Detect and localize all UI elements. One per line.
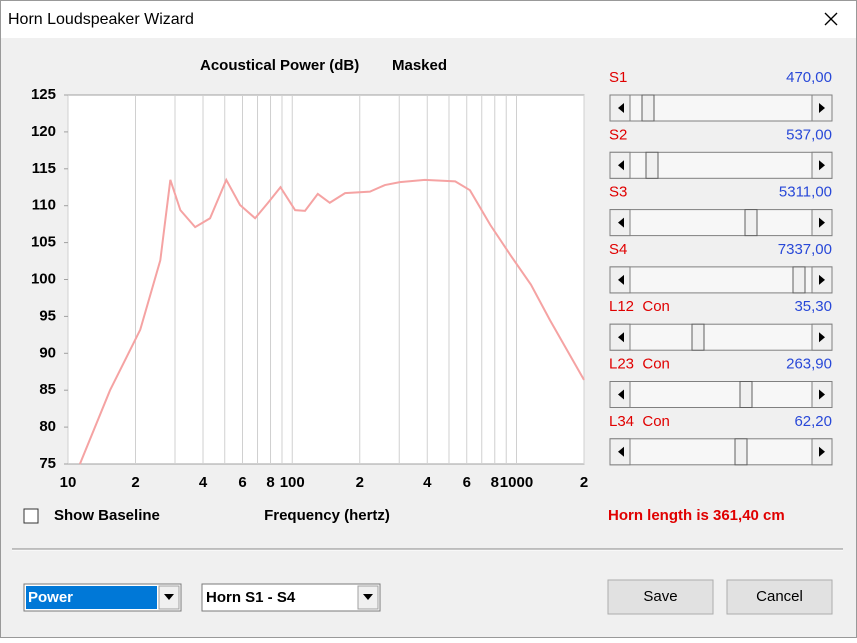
arrow-icon: [363, 594, 373, 600]
button-label[interactable]: Cancel: [756, 588, 803, 605]
slider-thumb[interactable]: [744, 209, 758, 237]
y-tick-label: 80: [39, 418, 56, 435]
slider-value: 62,20: [794, 413, 832, 430]
close-button[interactable]: [824, 12, 838, 26]
x-tick-label: 2: [580, 474, 588, 491]
arrow-icon: [618, 446, 624, 457]
y-tick-label: 115: [32, 160, 56, 177]
slider-label: L34 Con: [609, 413, 670, 430]
slider-thumb[interactable]: [734, 438, 748, 466]
checkbox-label[interactable]: Show Baseline: [54, 507, 160, 524]
button[interactable]: [607, 579, 714, 615]
dropdown-text[interactable]: Power: [28, 589, 73, 606]
slider-thumb[interactable]: [792, 266, 806, 294]
slider-label: S1: [609, 69, 627, 86]
slider-value: 5311,00: [779, 184, 832, 201]
x-tick-label: 6: [463, 474, 471, 491]
arrow-icon: [819, 332, 825, 343]
slider-thumb[interactable]: [645, 151, 659, 179]
slider-label: L23 Con: [609, 355, 670, 372]
title-bar: [0, 0, 857, 38]
slider-label: S2: [609, 126, 627, 143]
slider-thumb[interactable]: [691, 323, 705, 351]
x-tick-label: 8: [266, 474, 274, 491]
arrow-icon: [819, 389, 825, 400]
arrow-icon: [819, 103, 825, 113]
window-title: Horn Loudspeaker Wizard: [8, 11, 194, 28]
slider-label: S4: [609, 241, 627, 258]
y-tick-label: 75: [39, 455, 56, 472]
dropdown[interactable]: [201, 583, 381, 612]
slider-value: 470,00: [786, 69, 832, 86]
x-tick-label: 6: [238, 474, 246, 491]
arrow-icon: [819, 160, 825, 171]
button-label[interactable]: Save: [643, 588, 677, 605]
y-tick-label: 120: [31, 123, 56, 140]
y-tick-label: 105: [31, 234, 56, 251]
slider-track[interactable]: [609, 151, 833, 179]
data-line: [78, 177, 585, 465]
slider-thumb[interactable]: [739, 381, 753, 408]
slider-label: L12 Con: [609, 298, 670, 315]
y-tick-label: 100: [31, 270, 56, 287]
x-tick-label: 100: [280, 474, 305, 491]
arrow-icon: [819, 446, 825, 457]
y-tick-label: 85: [39, 381, 56, 398]
slider-value: 7337,00: [778, 241, 832, 258]
dropdown-selection: [26, 586, 157, 609]
arrow-icon: [618, 160, 624, 171]
arrow-icon: [164, 594, 174, 600]
button[interactable]: [726, 579, 833, 615]
arrow-icon: [618, 274, 624, 285]
slider-thumb[interactable]: [641, 94, 655, 122]
slider-track[interactable]: [609, 438, 833, 466]
arrow-icon: [618, 332, 624, 343]
slider-value: 537,00: [786, 126, 832, 143]
x-tick-label: 4: [423, 474, 432, 491]
arrow-icon: [618, 217, 624, 228]
slider-value: 35,30: [794, 298, 832, 315]
chart-title: Acoustical Power (dB): [200, 57, 359, 74]
horn-length: Horn length is 361,40 cm: [608, 507, 785, 524]
x-tick-label: 10: [60, 474, 77, 491]
x-tick-label: 2: [356, 474, 364, 491]
arrow-icon: [819, 274, 825, 285]
x-tick-label: 4: [199, 474, 208, 491]
dropdown-text[interactable]: Horn S1 - S4: [206, 589, 296, 606]
chart-subtitle: Masked: [392, 57, 447, 74]
x-tick-label: 8: [491, 474, 499, 491]
x-tick-label: 1000: [500, 474, 533, 491]
slider-track[interactable]: [609, 209, 833, 237]
checkbox[interactable]: [23, 508, 39, 524]
slider-track[interactable]: [609, 381, 833, 408]
x-tick-label: 2: [131, 474, 139, 491]
arrow-icon: [618, 103, 624, 113]
slider-value: 263,90: [786, 355, 832, 372]
slider-track[interactable]: [609, 323, 833, 351]
x-axis-label: Frequency (hertz): [264, 507, 390, 524]
arrow-icon: [819, 217, 825, 228]
y-tick-label: 125: [31, 86, 56, 103]
y-tick-label: 90: [39, 344, 56, 361]
y-tick-label: 95: [39, 307, 56, 324]
y-tick-label: 110: [32, 197, 56, 214]
slider-label: S3: [609, 184, 627, 201]
arrow-icon: [618, 389, 624, 400]
